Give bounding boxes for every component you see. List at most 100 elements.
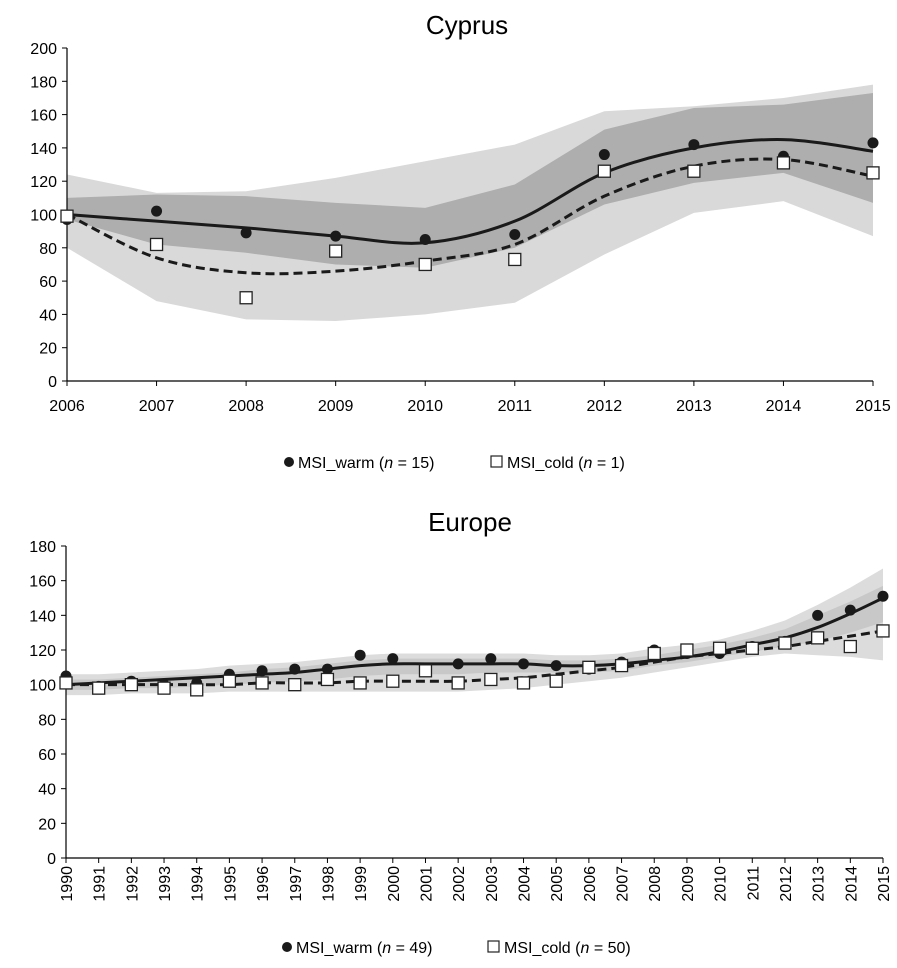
cyprus-confidence-bands [67,84,873,322]
europe-y-tick-label-180: 180 [29,539,56,556]
cyprus-point-warm-2007 [151,205,163,217]
cyprus-x-tick-label-2009: 2009 [318,398,354,415]
cyprus-x-tick-label-2008: 2008 [228,398,264,415]
cyprus-y-tick-label-0: 0 [48,374,57,391]
europe-point-cold-2010 [712,641,727,655]
europe-y-tick-label-160: 160 [29,574,56,591]
europe-x-tick-label-2013: 2013 [811,866,828,902]
cyprus-point-warm-2015 [867,137,879,149]
cyprus-series-warm_trend [66,138,874,245]
europe-point-warm-1996 [256,665,268,677]
europe-point-cold-2009 [680,643,694,657]
cyprus-point-cold-2010 [418,257,432,272]
europe-y-tick-label-140: 140 [29,608,56,625]
cyprus-point-cold-2011 [508,252,522,267]
cyprus-y-tick-label-140: 140 [30,141,57,158]
europe-point-warm-2000 [387,653,399,665]
europe-point-cold-1992 [124,678,139,692]
europe-x-tick-label-1998: 1998 [320,866,337,902]
cyprus-chart-title: Cyprus [426,10,508,40]
cyprus-y-tick-label-180: 180 [30,74,57,91]
cyprus-point-cold-2009 [329,244,343,258]
cyprus-series-cold_trend [66,157,874,276]
europe-x-tick-label-1995: 1995 [222,866,239,902]
cyprus-x-tick-label-2006: 2006 [49,398,85,415]
europe-x-tick-label-2004: 2004 [517,866,534,902]
europe-point-cold-2015 [876,624,890,638]
europe-point-cold-1996 [255,676,269,690]
europe-point-cold-1990 [59,676,73,690]
cyprus-y-tick-label-120: 120 [30,174,57,191]
cyprus-point-cold-2007 [149,237,164,252]
europe-point-cold-2007 [614,658,629,673]
europe-x-tick-label-1993: 1993 [157,866,174,902]
europe-x-tick-label-1996: 1996 [255,866,272,902]
cyprus-y-tick-label-40: 40 [39,307,57,324]
europe-x-tick-label-1999: 1999 [353,866,370,902]
europe-point-cold-1997 [288,678,302,692]
europe-point-cold-2003 [484,672,498,687]
cyprus-legend: MSI_warm (n = 15) MSI_cold (n = 1) [284,455,625,472]
europe-y-tick-label-80: 80 [38,712,56,729]
cyprus-x-tick-label-2012: 2012 [587,398,623,415]
cyprus-point-warm-2012 [598,149,610,161]
cyprus-legend-warm-marker [284,457,294,467]
europe-point-cold-2001 [418,664,433,678]
europe-x-tick-label-1992: 1992 [124,866,141,902]
europe-x-tick-label-2006: 2006 [582,866,599,902]
europe-point-warm-2013 [812,609,824,621]
europe-point-cold-1991 [92,681,106,695]
europe-point-cold-2012 [778,636,792,650]
cyprus-x-tick-label-2013: 2013 [676,398,712,415]
europe-legend-cold-label: MSI_cold (n = 50) [504,940,631,957]
europe-point-cold-1998 [320,672,335,687]
cyprus-point-warm-2009 [330,230,342,242]
europe-point-cold-1993 [157,681,171,695]
cyprus-x-tick-label-2015: 2015 [855,398,891,415]
europe-x-tick-label-2001: 2001 [418,866,435,902]
europe-chart-title: Europe [428,507,512,537]
cyprus-point-warm-2008 [240,227,252,239]
europe-x-tick-label-1990: 1990 [59,866,76,902]
cyprus-point-cold-2013 [687,164,701,178]
europe-x-tick-label-1991: 1991 [92,866,109,902]
cyprus-y-tick-label-160: 160 [30,108,57,125]
europe-point-warm-2014 [844,604,856,616]
cyprus-legend-cold-label: MSI_cold (n = 1) [507,455,625,472]
cyprus-trend-lines [66,138,874,276]
europe-y-tick-label-40: 40 [38,782,56,799]
cyprus-point-cold-2015 [866,166,880,180]
cyprus-point-cold-2014 [776,156,791,170]
europe-point-cold-2014 [843,639,857,654]
europe-x-tick-label-2003: 2003 [484,866,501,902]
europe-point-cold-2004 [516,676,531,690]
cyprus-chart: Cyprus 0 20 40 60 80 100 120 140 160 180 200 2006 20… [30,10,891,472]
europe-y-tick-label-120: 120 [29,643,56,660]
cyprus-y-tick-label-100: 100 [30,208,57,225]
europe-confidence-bands [66,568,883,696]
europe-point-warm-1997 [289,663,301,675]
cyprus-y-tick-label-200: 200 [30,41,57,58]
europe-point-cold-2013 [810,631,825,645]
europe-axes: 0 20 40 60 80 100 120 140 160 180 1990 1991 1992 1993… [29,539,893,902]
cyprus-x-tick-label-2007: 2007 [139,398,175,415]
europe-x-tick-label-2007: 2007 [615,866,632,902]
europe-y-tick-label-60: 60 [38,747,56,764]
europe-point-warm-2003 [485,653,497,665]
europe-point-warm-2015 [877,590,889,602]
europe-point-cold-2011 [745,641,759,655]
cyprus-axes: 0 20 40 60 80 100 120 140 160 180 200 2006 2007 2008 2… [30,41,891,415]
europe-x-tick-label-1994: 1994 [190,866,207,902]
europe-point-cold-1995 [222,674,237,688]
cyprus-y-tick-label-80: 80 [39,241,57,258]
europe-point-warm-1998 [321,663,333,675]
europe-point-cold-1999 [353,676,367,690]
europe-point-cold-2005 [549,674,563,688]
europe-point-cold-1994 [190,683,204,697]
europe-x-tick-label-2014: 2014 [843,866,860,902]
europe-x-tick-label-2010: 2010 [713,866,730,902]
europe-band-outer_ci [66,568,883,696]
europe-point-cold-2002 [451,676,465,690]
cyprus-point-cold-2006 [60,209,74,223]
cyprus-band-warm_ci [67,92,873,268]
